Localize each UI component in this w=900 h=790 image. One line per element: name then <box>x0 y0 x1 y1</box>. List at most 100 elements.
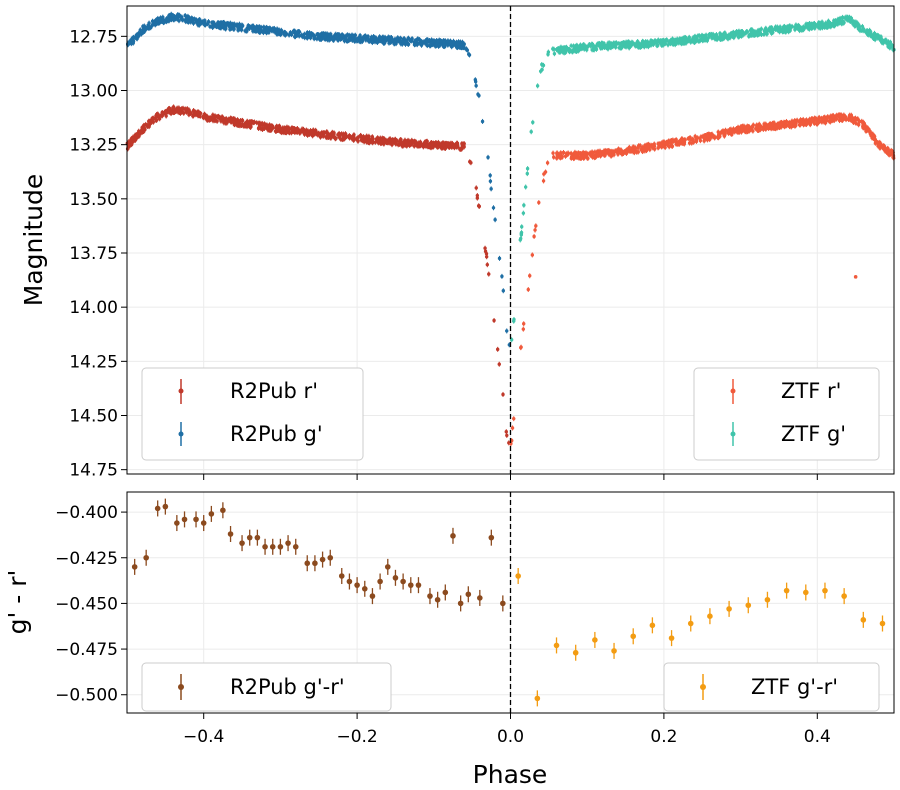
data-point <box>663 141 668 146</box>
data-point <box>767 122 772 126</box>
data-point <box>406 36 411 40</box>
data-point <box>838 114 842 118</box>
data-point <box>299 130 303 134</box>
data-point <box>161 20 166 25</box>
data-point <box>861 121 865 126</box>
data-point <box>866 128 870 132</box>
data-point <box>347 38 351 43</box>
top-panel: 12.7513.0013.2513.5013.7514.0014.2514.50… <box>19 5 896 481</box>
data-point <box>602 153 606 157</box>
data-point <box>271 126 275 130</box>
data-point <box>361 134 366 139</box>
data-point <box>789 124 794 128</box>
data-point <box>537 200 541 205</box>
data-point <box>125 147 130 151</box>
data-point <box>356 139 360 143</box>
data-point <box>533 228 537 232</box>
data-point <box>329 136 333 140</box>
data-point <box>484 255 489 259</box>
data-point <box>302 130 306 135</box>
data-point <box>598 149 602 153</box>
data-point <box>761 127 766 132</box>
data-point <box>475 196 480 200</box>
data-point <box>493 218 497 222</box>
data-point <box>219 119 223 123</box>
data-point <box>147 119 151 123</box>
data-point <box>497 362 501 366</box>
data-point <box>667 145 671 149</box>
data-point <box>379 36 383 41</box>
data-point <box>613 149 617 153</box>
data-point <box>412 144 416 148</box>
data-point <box>742 125 746 129</box>
data-point <box>237 22 242 26</box>
data-point <box>285 125 289 129</box>
data-point <box>473 79 478 84</box>
data-point <box>476 92 480 97</box>
data-point <box>248 125 253 130</box>
data-point <box>216 114 220 119</box>
data-point <box>717 132 721 136</box>
data-point <box>569 155 574 159</box>
data-point <box>135 33 139 37</box>
data-point <box>456 41 460 46</box>
data-point <box>595 153 599 158</box>
data-point <box>197 110 201 115</box>
data-point <box>262 25 266 29</box>
data-point <box>180 18 185 22</box>
data-point <box>414 42 418 46</box>
data-point <box>624 151 629 156</box>
data-point <box>552 155 556 159</box>
data-point <box>364 38 368 42</box>
data-point <box>224 116 228 121</box>
data-point <box>391 141 395 145</box>
data-point <box>142 24 147 28</box>
data-point <box>155 17 159 22</box>
data-point <box>862 126 866 130</box>
data-point <box>389 40 393 45</box>
data-point <box>474 84 478 88</box>
data-point <box>306 129 310 133</box>
data-point <box>406 42 411 47</box>
data-point <box>356 36 360 40</box>
data-point <box>579 156 584 160</box>
data-point <box>375 40 380 45</box>
data-point <box>451 41 456 45</box>
data-point <box>325 32 329 36</box>
data-point <box>231 27 236 31</box>
data-point <box>139 30 143 35</box>
data-point <box>730 130 735 135</box>
data-point <box>561 150 566 155</box>
data-point <box>316 36 321 40</box>
data-point <box>392 42 397 46</box>
data-point <box>459 45 463 50</box>
data-point <box>384 140 389 144</box>
data-point <box>151 117 156 121</box>
data-point <box>501 392 505 397</box>
data-point <box>716 135 721 140</box>
data-point <box>588 153 593 158</box>
data-point <box>131 139 136 143</box>
data-point <box>334 136 338 141</box>
data-point <box>236 25 240 29</box>
data-point <box>282 32 286 36</box>
data-point <box>238 119 243 124</box>
data-point <box>452 144 456 149</box>
data-point <box>443 146 448 151</box>
data-point <box>559 151 563 155</box>
data-point <box>279 30 283 35</box>
data-point <box>564 153 569 157</box>
data-point <box>442 40 446 45</box>
data-point <box>272 26 277 31</box>
data-point <box>175 108 179 112</box>
data-point <box>448 40 453 45</box>
data-point <box>750 124 755 129</box>
data-point <box>275 32 279 36</box>
data-point <box>218 22 222 26</box>
data-point <box>398 36 403 40</box>
data-point <box>743 129 747 134</box>
data-point <box>261 30 266 35</box>
data-point <box>308 36 313 40</box>
data-point <box>410 138 414 143</box>
data-point <box>428 143 432 147</box>
